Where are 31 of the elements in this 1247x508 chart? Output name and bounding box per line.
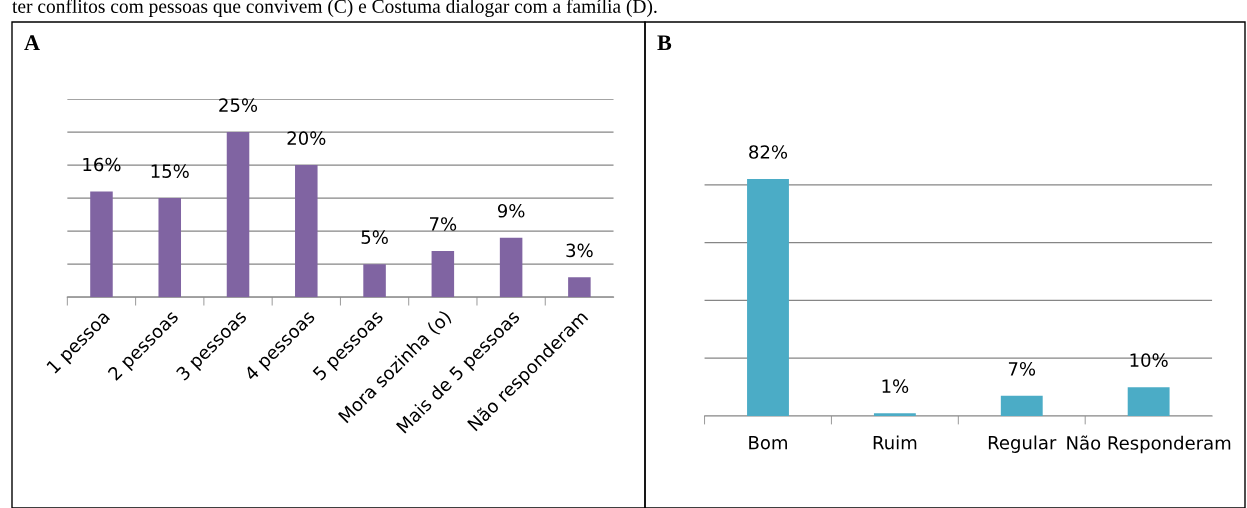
data-label: 7% <box>430 217 457 231</box>
data-label: 7% <box>1008 361 1036 376</box>
data-label: 10% <box>1130 353 1168 367</box>
bar <box>431 250 455 298</box>
x-tick-label: Bom <box>749 436 787 450</box>
data-label: 3% <box>566 243 593 258</box>
x-tick-label: Ruim <box>873 435 917 450</box>
bar <box>747 178 789 417</box>
bar <box>499 237 523 298</box>
data-label: 1% <box>882 379 909 393</box>
chart-title: A <box>24 35 40 50</box>
data-label: 20% <box>287 131 326 145</box>
bar <box>873 413 916 417</box>
data-label: 82% <box>749 145 788 159</box>
bar <box>568 277 591 298</box>
data-label: 16% <box>83 157 121 172</box>
data-label: 5% <box>361 230 388 244</box>
bar <box>158 198 182 298</box>
bar <box>363 264 386 298</box>
bar <box>226 132 250 298</box>
bar <box>90 191 113 298</box>
bar <box>295 165 318 298</box>
x-tick-label: Regular <box>988 435 1057 453</box>
data-label: 15% <box>151 164 189 178</box>
text: ter conflitos com pessoas que convivem (C) e Costuma dialogar com a família (D). <box>12 0 657 17</box>
chart-title: B <box>657 35 672 51</box>
bar <box>1000 395 1043 417</box>
data-label: 9% <box>497 203 525 218</box>
bar <box>1127 387 1170 417</box>
data-label: 25% <box>219 98 258 112</box>
x-tick-label: Não Responderam <box>1067 435 1231 454</box>
